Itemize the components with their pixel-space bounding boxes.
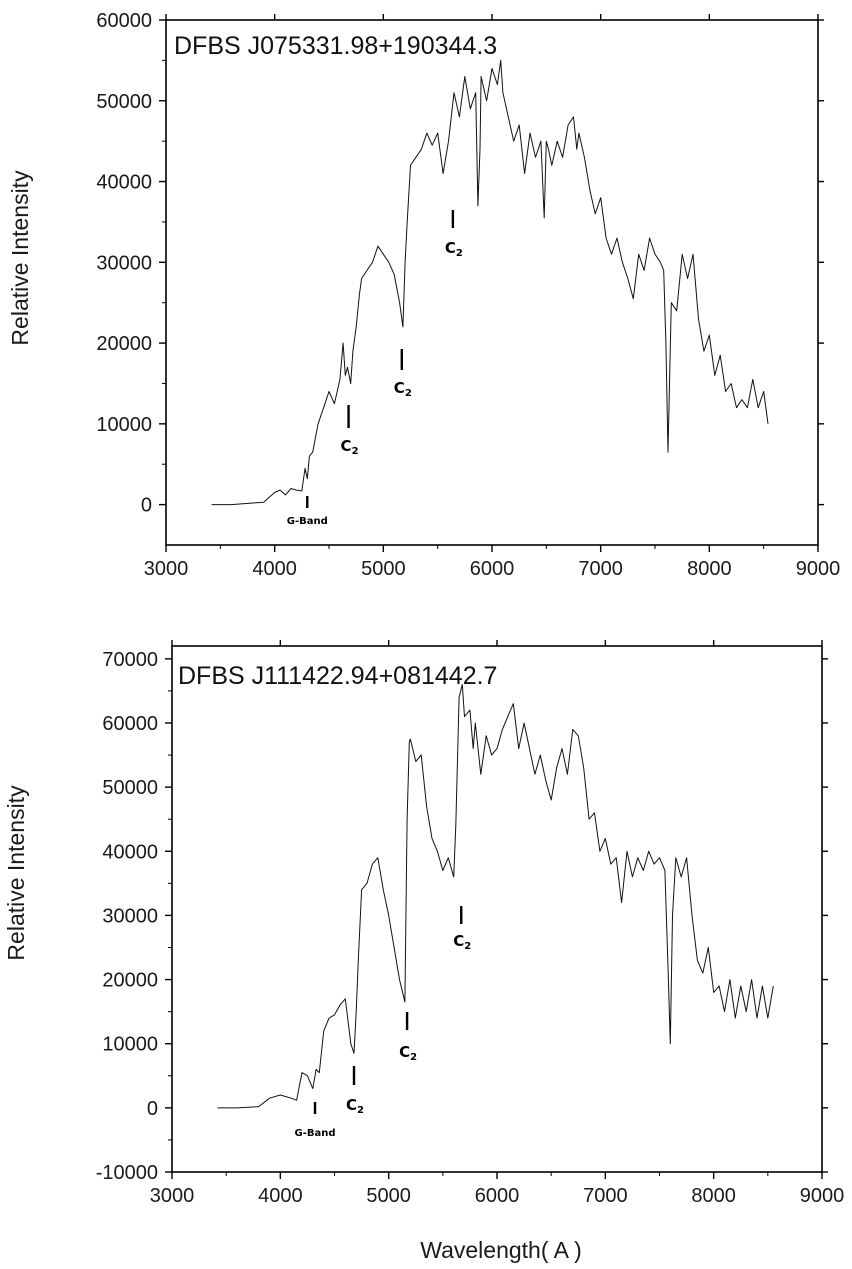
y-tick-label: 40000 bbox=[96, 172, 152, 194]
chart-panel-2: 3000 4000 5000 6000 7000 8000 9000 -10000 0 10000… bbox=[3, 640, 844, 1263]
feature-label: C2 bbox=[346, 1096, 364, 1116]
x-tick-label: 3000 bbox=[144, 558, 189, 580]
feature-label: G-Band bbox=[294, 1128, 335, 1139]
x-axis-title: Wavelength( A ) bbox=[420, 1237, 582, 1263]
y-tick-label: 60000 bbox=[102, 713, 158, 735]
x-tick-label: 5000 bbox=[361, 558, 406, 580]
x-tick-label: 7000 bbox=[583, 1185, 628, 1207]
x-tick-label: 8000 bbox=[687, 558, 732, 580]
feature-label: C2 bbox=[445, 239, 463, 259]
panel-title: DFBS J111422.94+081442.7 bbox=[178, 662, 497, 690]
x-tick-label: 6000 bbox=[475, 1185, 520, 1207]
feature-label: C2 bbox=[399, 1043, 417, 1063]
x-tick-label: 7000 bbox=[578, 558, 623, 580]
y-tick-label: 10000 bbox=[102, 1034, 158, 1056]
y-tick-label: 50000 bbox=[102, 777, 158, 799]
x-tick-label: 9000 bbox=[796, 558, 841, 580]
y-tick-label: 70000 bbox=[102, 649, 158, 671]
y-tick-label: 0 bbox=[147, 1098, 158, 1120]
y-tick-label: -10000 bbox=[96, 1162, 158, 1184]
x-tick-label: 9000 bbox=[800, 1185, 845, 1207]
y-tick-label: 20000 bbox=[102, 970, 158, 992]
x-tick-label: 6000 bbox=[470, 558, 515, 580]
y-axis-title: Relative Intensity bbox=[7, 170, 33, 346]
feature-label: G-Band bbox=[287, 516, 328, 527]
x-tick-label: 4000 bbox=[258, 1185, 303, 1207]
panel-title: DFBS J075331.98+190344.3 bbox=[174, 32, 497, 60]
x-tick-label: 4000 bbox=[252, 558, 297, 580]
feature-label: C2 bbox=[394, 379, 412, 399]
x-tick-label: 3000 bbox=[150, 1185, 195, 1207]
y-tick-label: 30000 bbox=[96, 252, 152, 274]
x-tick-label: 8000 bbox=[691, 1185, 736, 1207]
y-tick-label: 40000 bbox=[102, 841, 158, 863]
y-tick-label: 0 bbox=[141, 495, 152, 517]
plot-frame bbox=[165, 19, 819, 546]
y-tick-label: 20000 bbox=[96, 333, 152, 355]
y-tick-label: 10000 bbox=[96, 414, 152, 436]
feature-label: C2 bbox=[453, 932, 471, 952]
spectrum-line-series-1 bbox=[211, 59, 769, 506]
y-tick-label: 60000 bbox=[96, 10, 152, 32]
feature-label: C2 bbox=[341, 437, 359, 457]
y-tick-label: 50000 bbox=[96, 91, 152, 113]
y-axis-title: Relative Intensity bbox=[3, 785, 29, 961]
spectrum-line-series-1 bbox=[217, 684, 774, 1109]
x-tick-label: 5000 bbox=[366, 1185, 411, 1207]
plot-frame bbox=[171, 645, 823, 1173]
y-tick-label: 30000 bbox=[102, 905, 158, 927]
chart-panel-1: 3000 4000 5000 6000 7000 8000 9000 0 10000 20000 3… bbox=[7, 10, 840, 580]
